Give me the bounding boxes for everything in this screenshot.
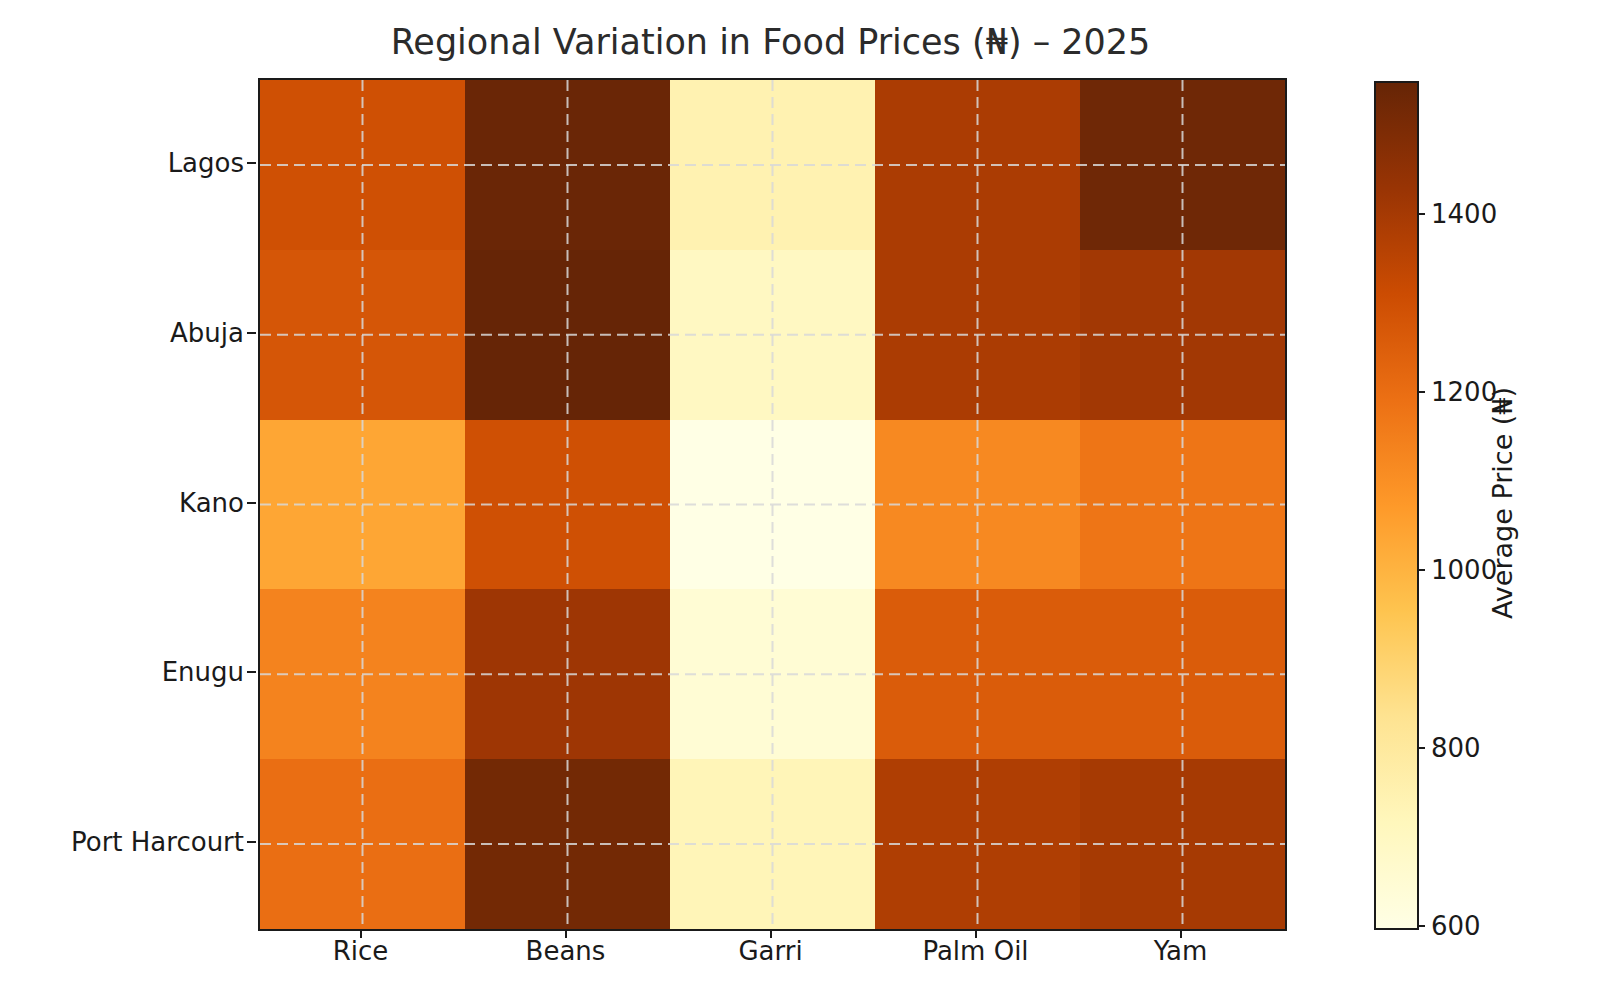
y-tick-label: Kano — [20, 488, 244, 518]
heatmap-cell — [465, 420, 670, 590]
heatmap-figure: Regional Variation in Food Prices (₦) – … — [0, 0, 1600, 1000]
heatmap-cell — [465, 80, 670, 250]
colorbar-axis-label: Average Price (₦) — [1487, 387, 1518, 619]
x-tick-label: Beans — [526, 936, 606, 966]
y-tick-label: Enugu — [20, 657, 244, 687]
colorbar-tick-label: 1400 — [1431, 199, 1497, 229]
heatmap-cell — [875, 420, 1080, 590]
y-tick-mark — [247, 162, 256, 164]
y-tick-mark — [247, 841, 256, 843]
heatmap-cell — [875, 759, 1080, 929]
heatmap-cell — [670, 80, 875, 250]
heatmap-cell — [875, 250, 1080, 420]
heatmap-cell — [260, 759, 465, 929]
x-tick-mark — [360, 929, 362, 938]
y-tick-label: Abuja — [20, 318, 244, 348]
y-tick-mark — [247, 671, 256, 673]
heatmap-cell — [1080, 80, 1285, 250]
heatmap-cell — [875, 80, 1080, 250]
y-tick-mark — [247, 502, 256, 504]
heatmap-cell — [465, 589, 670, 759]
heatmap-cell — [260, 420, 465, 590]
x-tick-mark — [1180, 929, 1182, 938]
heatmap-cell — [1080, 759, 1285, 929]
heatmap-cell — [1080, 250, 1285, 420]
y-tick-mark — [247, 332, 256, 334]
colorbar-tick-mark — [1417, 747, 1425, 749]
x-tick-mark — [770, 929, 772, 938]
x-tick-mark — [565, 929, 567, 938]
heatmap-cell — [1080, 420, 1285, 590]
heatmap-cell — [875, 589, 1080, 759]
chart-title: Regional Variation in Food Prices (₦) – … — [258, 22, 1283, 62]
x-tick-label: Yam — [1154, 936, 1208, 966]
y-tick-label: Port Harcourt — [20, 827, 244, 857]
heatmap-cell — [670, 420, 875, 590]
heatmap-cell — [260, 250, 465, 420]
heatmap-cell — [670, 250, 875, 420]
heatmap-cell — [260, 589, 465, 759]
x-tick-label: Palm Oil — [922, 936, 1028, 966]
heatmap-cells — [260, 80, 1285, 929]
colorbar-tick-mark — [1417, 213, 1425, 215]
heatmap-cell — [465, 759, 670, 929]
heatmap-cell — [260, 80, 465, 250]
heatmap-cell — [670, 759, 875, 929]
heatmap-plot — [258, 78, 1287, 931]
x-tick-label: Rice — [333, 936, 389, 966]
heatmap-cell — [465, 250, 670, 420]
heatmap-cell — [1080, 589, 1285, 759]
heatmap-cell — [670, 589, 875, 759]
colorbar-tick-label: 800 — [1431, 733, 1481, 763]
colorbar-tick-label: 600 — [1431, 911, 1481, 941]
x-tick-mark — [975, 929, 977, 938]
x-tick-label: Garri — [738, 936, 802, 966]
colorbar-tick-mark — [1417, 925, 1425, 927]
colorbar-tick-mark — [1417, 569, 1425, 571]
colorbar — [1374, 81, 1419, 930]
y-tick-label: Lagos — [20, 148, 244, 178]
colorbar-tick-mark — [1417, 391, 1425, 393]
